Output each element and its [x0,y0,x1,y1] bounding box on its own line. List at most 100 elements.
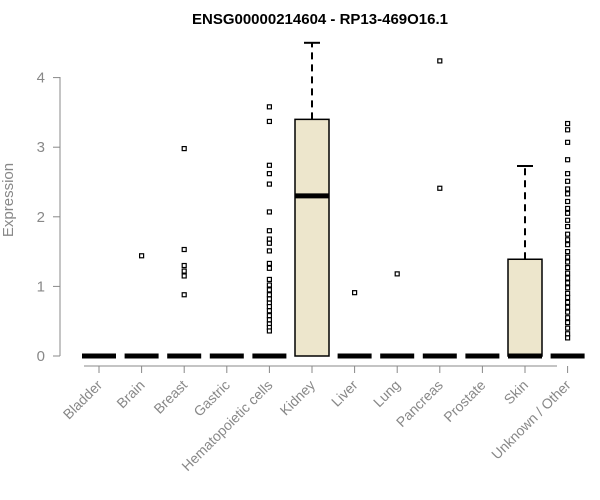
y-tick-label: 0 [37,348,45,365]
outlier-point [181,273,187,279]
x-tick-label: Breast [150,377,190,417]
outlier-point [564,205,571,212]
outlier-point [564,325,571,331]
x-tick-label: Kidney [277,377,319,419]
box-breast [167,145,202,359]
y-axis-label: Expression [0,163,17,237]
outlier-point [564,139,571,145]
x-tick-label: Pancreas [393,377,446,430]
outlier-point [564,191,571,197]
outlier-point [564,265,571,271]
box-kidney [294,41,330,357]
outlier-point [564,335,571,341]
outlier-point [564,309,571,315]
x-tick-label: Lung [370,377,403,410]
boxes [82,41,585,359]
outlier-point [266,328,272,334]
outlier-point [266,292,272,298]
outlier-point [266,282,272,288]
outlier-point [266,303,272,310]
outlier-point [564,186,571,192]
x-tick-label: Bladder [60,377,106,423]
outlier-point [266,308,272,314]
outlier-point [564,231,571,237]
outlier-point [564,319,571,326]
outlier-point [266,248,272,254]
outlier-point [437,185,443,191]
outlier-point [564,157,571,163]
chart-title: ENSG00000214604 - RP13-469O16.1 [192,11,448,28]
outlier-point [564,210,571,216]
outlier-point [266,296,272,302]
outlier-point [564,171,571,177]
outlier-point [564,285,571,291]
outlier-point [564,294,571,301]
box-lung [380,271,415,359]
outlier-point [266,265,272,271]
outlier-point [266,260,272,267]
box-hematopoietic-cells [252,104,287,359]
outlier-point [564,249,571,255]
x-tick-label: Unknown / Other [488,377,574,463]
outlier-point [394,271,400,277]
outlier-point [181,268,187,274]
x-tick-label: Brain [113,377,147,411]
outlier-point [564,290,571,296]
box-liver [337,290,372,359]
outlier-point [564,178,571,184]
outlier-point [564,280,571,286]
y-tick-label: 4 [37,70,45,87]
outlier-point [437,58,443,64]
y-tick-label: 2 [37,209,45,226]
outlier-point [564,120,571,127]
outlier-point [564,315,571,321]
outlier-point [266,276,272,283]
outlier-point [266,104,272,110]
outlier-point [181,292,187,298]
outlier-point [564,275,571,281]
outlier-point [564,242,571,248]
outlier-point [266,236,272,242]
outlier-point [564,299,571,306]
box-body [507,258,543,357]
x-tick-label: Liver [328,377,361,410]
outlier-point [181,262,187,269]
outlier-point [266,228,272,234]
outlier-point [564,223,571,230]
outlier-point [266,181,272,187]
outlier-point [564,270,571,276]
outlier-point [266,317,272,323]
outlier-point [266,287,272,293]
outlier-point [266,209,272,215]
outlier-point [564,237,571,243]
y-ticks: 0 1 2 3 4 [37,70,60,365]
outlier-point [564,304,571,310]
outlier-point [266,171,272,177]
x-tick-label: Prostate [440,377,488,425]
outlier-point [564,254,571,260]
outlier-point [352,290,358,296]
outlier-point [266,240,272,246]
box-unknown-other [550,120,585,359]
outlier-point [266,162,272,168]
y-tick-label: 3 [37,139,45,156]
outlier-point [181,246,187,253]
outlier-point [181,145,187,152]
y-tick-label: 1 [37,278,45,295]
outlier-point [139,253,145,259]
outlier-point [564,127,571,133]
box-skin [507,164,543,359]
outlier-point [564,217,571,223]
outlier-point [266,118,272,125]
box-pancreas [422,58,457,359]
x-tick-label: Skin [501,377,532,408]
outlier-point [564,259,571,265]
box-brain [124,253,159,359]
outlier-point [266,313,272,319]
outlier-point [564,331,571,337]
x-tick-label: Gastric [190,377,233,420]
box-body [294,118,330,357]
outlier-point [564,198,571,205]
